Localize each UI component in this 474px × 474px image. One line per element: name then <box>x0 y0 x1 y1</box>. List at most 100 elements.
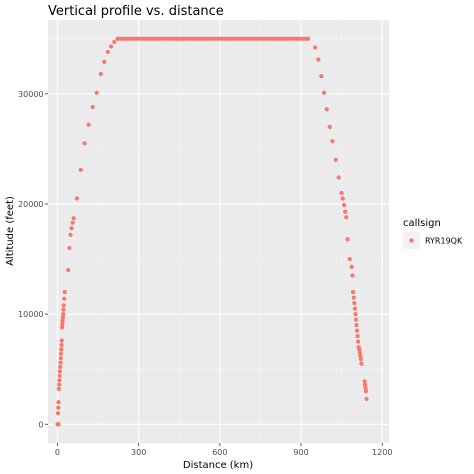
data-point <box>86 122 91 127</box>
y-tick-label: 10000 <box>18 310 43 319</box>
data-point <box>210 36 215 41</box>
data-point <box>354 328 360 333</box>
legend-label: RYR19QK <box>425 237 463 246</box>
data-point <box>71 216 76 221</box>
data-point <box>255 36 260 41</box>
data-point <box>303 36 308 41</box>
data-point <box>267 36 272 41</box>
data-point <box>333 157 338 162</box>
y-tick-label: 0 <box>38 420 43 429</box>
data-point <box>357 347 362 352</box>
x-axis-title: Distance (km) <box>183 460 253 471</box>
data-point <box>345 237 350 242</box>
data-point <box>321 90 327 95</box>
data-point <box>61 303 66 308</box>
data-point <box>300 36 305 41</box>
data-point <box>270 36 275 41</box>
data-point <box>352 306 357 311</box>
y-tick-label: 20000 <box>18 200 43 209</box>
data-point <box>341 202 347 208</box>
data-point <box>231 36 236 41</box>
y-axis-title: Altitude (feet) <box>5 196 16 266</box>
data-point <box>207 36 212 41</box>
data-point <box>59 338 64 343</box>
data-point <box>228 36 233 41</box>
data-point <box>139 36 144 41</box>
data-point <box>288 36 293 41</box>
data-point <box>61 312 66 317</box>
data-point <box>82 141 87 146</box>
data-points <box>55 36 369 427</box>
data-point <box>142 36 147 41</box>
data-point <box>102 59 107 64</box>
data-point <box>60 321 65 327</box>
data-point <box>195 36 201 41</box>
data-point <box>133 36 138 41</box>
data-point <box>237 36 242 41</box>
data-point <box>285 36 290 41</box>
data-point <box>59 325 65 330</box>
data-point <box>112 39 117 45</box>
major-grid <box>48 20 389 443</box>
data-point <box>330 139 335 144</box>
data-point <box>69 226 74 231</box>
data-point <box>240 36 245 41</box>
data-point <box>336 175 341 180</box>
data-point <box>350 289 356 295</box>
data-point <box>78 167 83 172</box>
data-point <box>363 385 368 391</box>
data-point <box>356 339 361 344</box>
data-point <box>55 411 61 416</box>
data-point <box>216 36 221 41</box>
data-point <box>357 350 362 355</box>
legend-key-point <box>409 238 414 243</box>
data-point <box>98 71 103 77</box>
data-point <box>60 318 65 323</box>
data-point <box>163 36 168 41</box>
data-point <box>66 267 71 273</box>
data-point <box>154 36 159 41</box>
data-point <box>362 379 367 384</box>
data-point <box>189 36 195 41</box>
data-point <box>258 36 263 41</box>
data-point <box>305 36 311 41</box>
data-point <box>56 382 62 387</box>
data-point <box>276 36 281 41</box>
data-point <box>121 36 126 41</box>
data-point <box>225 36 230 41</box>
data-point <box>94 90 99 95</box>
data-point <box>58 360 63 365</box>
data-point <box>324 107 329 112</box>
data-point <box>327 124 332 129</box>
data-point <box>108 44 114 49</box>
data-point <box>127 36 132 41</box>
data-point <box>347 256 352 262</box>
data-point <box>57 373 62 378</box>
data-point <box>364 396 369 402</box>
x-tick-label: 1200 <box>372 448 392 457</box>
minor-grid <box>48 20 389 443</box>
data-point <box>358 357 363 362</box>
data-point <box>297 36 302 41</box>
data-point <box>355 334 360 339</box>
data-point <box>115 36 120 41</box>
data-point <box>246 36 251 41</box>
data-point <box>219 36 224 41</box>
data-point <box>56 405 61 410</box>
data-point <box>234 36 239 41</box>
data-point <box>62 296 67 301</box>
data-point <box>243 36 248 41</box>
data-point <box>172 36 177 41</box>
data-point <box>351 295 356 300</box>
data-point <box>198 36 204 41</box>
data-point <box>169 36 174 41</box>
x-axis-ticks: 0 300 600 900 1200 <box>55 443 392 457</box>
data-point <box>344 215 349 220</box>
x-tick-label: 300 <box>131 448 146 457</box>
data-point <box>56 422 61 427</box>
y-tick-label: 30000 <box>18 90 43 99</box>
data-point <box>192 36 198 41</box>
data-point <box>61 307 66 312</box>
data-point <box>74 196 80 201</box>
data-point <box>67 245 72 251</box>
